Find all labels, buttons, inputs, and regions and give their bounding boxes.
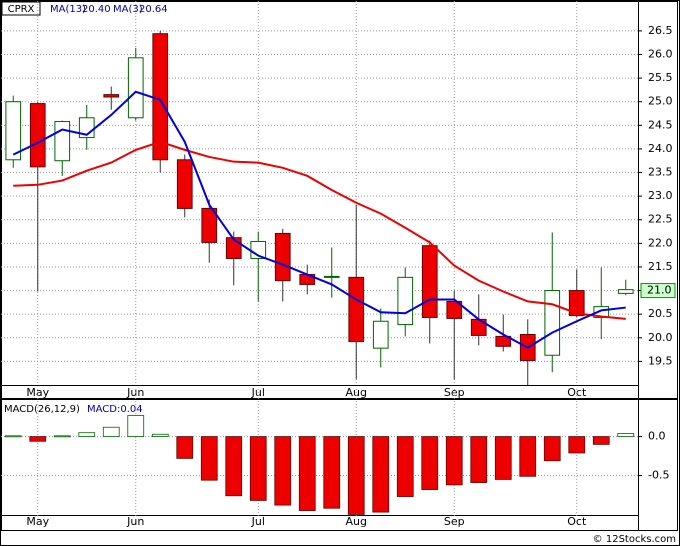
y-tick-label: 24.5: [648, 118, 673, 131]
legend-value: 20.40: [82, 4, 111, 15]
candle-body: [323, 275, 340, 278]
candle-body: [127, 57, 144, 119]
x-tick-label: Aug: [346, 515, 367, 528]
legend-name: MA(3): [113, 4, 143, 15]
macd-title: MACD(26,12,9): [4, 404, 80, 415]
macd-bar: [543, 436, 561, 462]
candle-body: [421, 245, 438, 318]
y-tick-label: 24.0: [648, 142, 673, 155]
x-tick-label: May: [26, 515, 49, 528]
macd-bar: [249, 436, 267, 501]
macd-bar: [298, 436, 316, 511]
macd-bar: [445, 436, 463, 486]
macd-bar: [592, 436, 610, 445]
price-marker-label: 21.0: [647, 284, 672, 297]
y-tick-label: 26.0: [648, 47, 673, 60]
macd-bar: [372, 436, 390, 513]
macd-bar: [617, 433, 635, 437]
y-tick-label: 23.5: [648, 166, 673, 179]
macd-value: MACD:0.04: [87, 404, 143, 415]
macd-bar: [494, 436, 512, 480]
candle-body: [446, 300, 463, 319]
ticker-box: [1, 1, 41, 16]
candle-body: [29, 103, 46, 168]
candle-body: [54, 121, 71, 162]
candle-body: [495, 335, 512, 347]
macd-bar: [176, 436, 194, 459]
macd-bar: [470, 436, 488, 483]
y-tick-label: 21.5: [648, 260, 673, 273]
candle-body: [5, 101, 22, 161]
price-marker-box: [640, 283, 676, 299]
price-panel-frame: [1, 1, 678, 399]
y-tick-label: 23.0: [648, 189, 673, 202]
macd-bar: [4, 435, 22, 438]
candle-body: [201, 207, 218, 243]
macd-bar: [421, 436, 439, 490]
candle-body: [176, 159, 193, 209]
ticker: CPRX: [8, 4, 35, 15]
macd-panel-frame: [1, 399, 678, 531]
x-tick-label: Jul: [251, 515, 265, 528]
macd-bar: [225, 436, 243, 497]
macd-bar: [151, 433, 169, 437]
y-tick-label: 0.0: [648, 430, 666, 443]
candle-body: [348, 276, 365, 343]
macd-bar: [53, 435, 71, 438]
y-tick-label: 20.5: [648, 307, 673, 320]
macd-bar: [78, 432, 96, 437]
x-tick-label: Sep: [444, 515, 465, 528]
candle-body: [568, 290, 585, 317]
macd-bar: [274, 436, 292, 506]
macd-bar: [323, 436, 341, 509]
candle-body: [274, 232, 291, 282]
y-tick-label: 22.5: [648, 213, 673, 226]
legend-name: MA(13): [50, 4, 86, 15]
macd-bar: [127, 415, 145, 437]
y-tick-label: 25.5: [648, 71, 673, 84]
candle-body: [617, 289, 634, 294]
macd-bar: [102, 426, 120, 437]
macd-bar: [347, 436, 365, 515]
y-tick-label: 22.0: [648, 236, 673, 249]
y-tick-label: 25.0: [648, 95, 673, 108]
macd-bar: [568, 436, 586, 454]
candle-body: [103, 94, 120, 98]
x-tick-label: Oct: [567, 515, 587, 528]
copyright: © 12Stocks.com: [593, 534, 676, 545]
x-tick-label: Jun: [126, 515, 144, 528]
candle-body: [544, 290, 561, 356]
y-tick-label: 26.5: [648, 24, 673, 37]
macd-bar: [396, 436, 414, 497]
candle-body: [225, 237, 242, 259]
macd-bar: [29, 436, 47, 442]
macd-bar: [519, 436, 537, 477]
legend-value: 20.64: [139, 4, 168, 15]
y-tick-label: -0.5: [648, 469, 669, 482]
y-tick-label: 19.5: [648, 354, 673, 367]
moving-average: [13, 140, 626, 320]
candle-body: [372, 320, 389, 349]
y-tick-label: 20.0: [648, 331, 673, 344]
moving-average: [12, 90, 626, 349]
macd-bar: [200, 436, 218, 481]
candle-body: [397, 276, 414, 326]
